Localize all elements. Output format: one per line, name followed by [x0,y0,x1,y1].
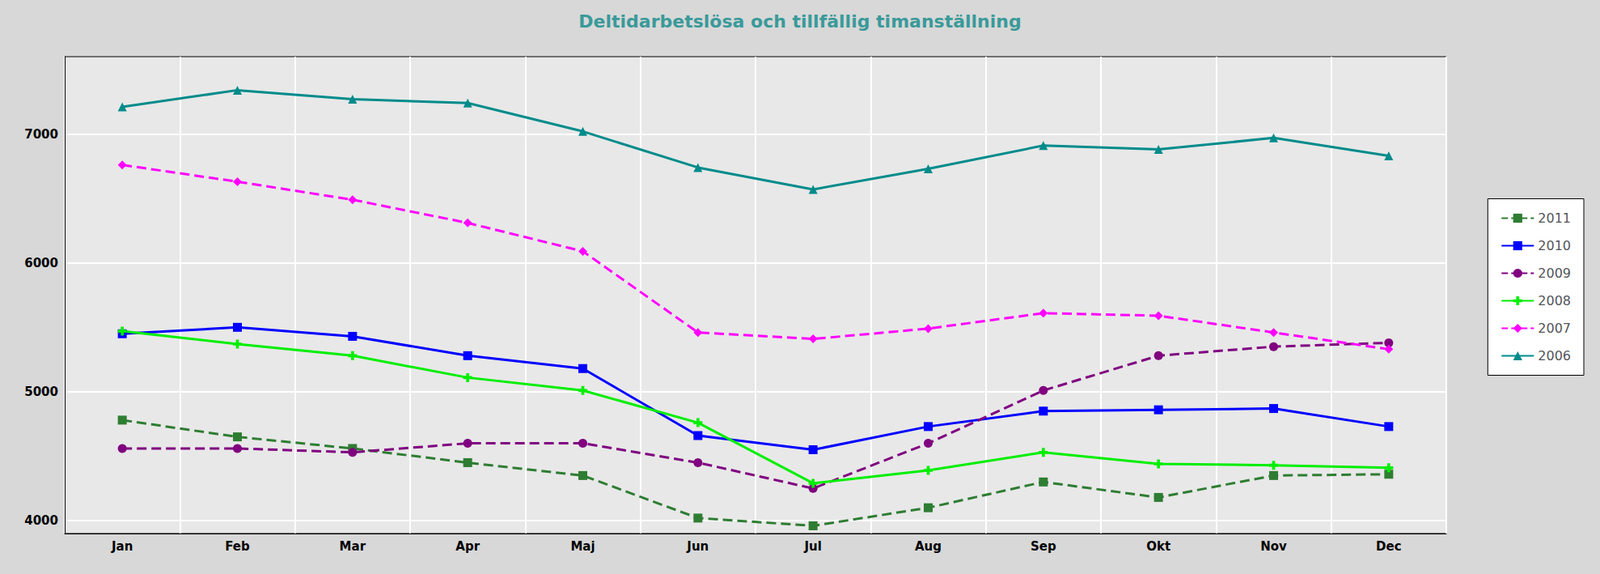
svg-text:Aug: Aug [914,538,942,554]
svg-text:Jan: Jan [110,538,133,554]
svg-text:2006: 2006 [1537,347,1571,364]
svg-text:Jul: Jul [803,538,822,554]
svg-text:7000: 7000 [24,126,59,142]
svg-text:2009: 2009 [1537,265,1571,281]
svg-text:Jun: Jun [685,538,709,554]
svg-text:Mar: Mar [339,538,367,554]
svg-text:Feb: Feb [224,538,250,554]
svg-text:6000: 6000 [24,255,59,271]
svg-text:2010: 2010 [1537,237,1571,254]
svg-text:Apr: Apr [455,538,480,554]
svg-text:5000: 5000 [24,384,59,399]
svg-text:4000: 4000 [24,512,59,528]
svg-text:Dec: Dec [1375,538,1402,554]
svg-text:Deltidarbetslösa och tillfälli: Deltidarbetslösa och tillfällig timanstä… [578,11,1021,32]
svg-text:Sep: Sep [1030,538,1057,554]
svg-text:Nov: Nov [1260,538,1287,554]
svg-text:2008: 2008 [1537,292,1571,309]
svg-text:2011: 2011 [1537,210,1571,226]
svg-text:Maj: Maj [570,538,595,554]
svg-text:2007: 2007 [1537,320,1571,336]
svg-text:Okt: Okt [1146,538,1171,554]
